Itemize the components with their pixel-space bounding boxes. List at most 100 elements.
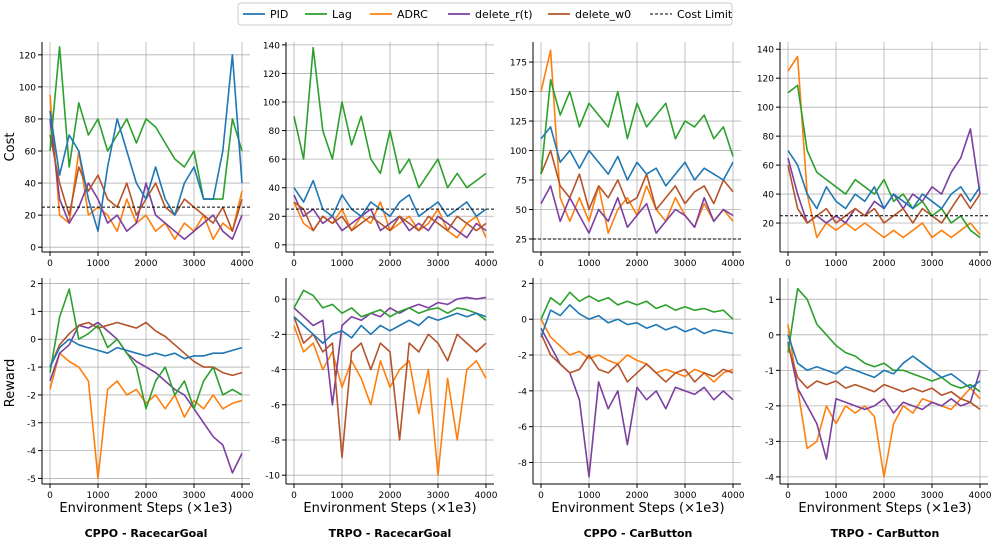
series-line-lag [540, 79, 734, 175]
x-tick-label: 3000 [183, 491, 206, 501]
y-tick-label: -1 [765, 367, 774, 377]
x-tick-label: 1000 [331, 259, 354, 269]
x-tick-label: 4000 [231, 259, 254, 269]
y-tick-label: -4 [765, 473, 774, 483]
x-tick-label: 3000 [921, 491, 944, 501]
panel-cost-4: 20 40 60 80 100 120 140 0 1000 2000 3000 4000 [757, 42, 992, 269]
y-tick-label: 80 [269, 127, 281, 137]
legend-entry-2: ADRC [370, 8, 428, 21]
y-tick-label: 100 [757, 104, 774, 114]
series-line-pid [49, 338, 243, 368]
legend-entry-3: delete_r(t) [448, 8, 533, 21]
y-tick-label: 150 [510, 88, 527, 98]
y-tick-label: 2 [30, 280, 36, 290]
y-tick-label: 140 [757, 46, 774, 56]
legend-entry-1: Lag [305, 8, 352, 21]
column-title-3: CPPO - CarButton [584, 527, 693, 540]
y-tick-label: 40 [269, 184, 281, 194]
series-line-lag [787, 84, 981, 239]
x-tick-label: 0 [47, 259, 53, 269]
x-tick-label: 1000 [825, 491, 848, 501]
series-line-pid [293, 312, 487, 344]
x-tick-label: 3000 [674, 259, 697, 269]
series-line-delete-w0 [540, 333, 734, 383]
y-tick-label: 25 [516, 236, 527, 246]
x-axis-label-4: Environment Steps (×1e3) [798, 501, 971, 516]
x-tick-label: 0 [785, 259, 791, 269]
y-tick-label: -3 [27, 419, 36, 429]
legend: PID Lag ADRC delete_r(t) delete_w0 Cost Limit [237, 2, 733, 26]
row-label-reward: Reward [3, 359, 18, 407]
y-tick-label: 20 [763, 220, 775, 230]
x-tick-label: 2000 [379, 491, 402, 501]
y-tick-label: -8 [518, 459, 527, 469]
y-tick-label: 50 [516, 206, 528, 216]
x-tick-label: 4000 [969, 491, 992, 501]
x-tick-label: 4000 [722, 259, 745, 269]
x-tick-label: 4000 [475, 491, 498, 501]
series-line-delete-w0 [540, 149, 734, 211]
legend-entry-0: PID [243, 8, 288, 21]
panel-cost-2: 0 20 40 60 80 100 120 140 0 1000 2000 3000 4000 [263, 41, 498, 269]
series-line-delete-w0 [787, 164, 981, 224]
x-tick-label: 2000 [135, 491, 158, 501]
y-tick-label: -2 [271, 331, 280, 341]
x-tick-label: 4000 [969, 259, 992, 269]
series-line-delete-w0 [49, 321, 243, 377]
x-tick-label: 2000 [873, 491, 896, 501]
x-tick-label: 1000 [578, 259, 601, 269]
y-tick-label: 80 [25, 115, 37, 125]
y-tick-label: 100 [19, 83, 36, 93]
panel-reward-2: -10 -8 -6 -4 -2 0 0 1000 2000 3000 4000 [265, 278, 498, 501]
x-tick-label: 1000 [87, 259, 110, 269]
y-tick-label: 40 [25, 180, 37, 190]
x-tick-label: 3000 [427, 259, 450, 269]
x-axis-label-2: Environment Steps (×1e3) [303, 501, 476, 516]
legend-label: PID [270, 8, 288, 21]
y-tick-label: 40 [763, 191, 775, 201]
series-line-adrc [540, 318, 734, 383]
x-tick-label: 0 [538, 491, 544, 501]
x-tick-label: 2000 [626, 259, 649, 269]
series-line-delete-r-t- [787, 341, 981, 460]
series-line-delete-w0 [293, 316, 487, 459]
x-tick-label: 0 [538, 259, 544, 269]
legend-label: Lag [332, 8, 352, 21]
x-tick-label: 2000 [626, 491, 649, 501]
y-tick-label: -4 [271, 366, 280, 376]
series-line-delete-r-t- [49, 321, 243, 474]
series-line-pid [540, 304, 734, 338]
x-axis-label-3: Environment Steps (×1e3) [551, 501, 724, 516]
x-tick-label: 1000 [331, 491, 354, 501]
y-tick-label: 75 [516, 177, 527, 187]
x-tick-label: 0 [291, 259, 297, 269]
series-line-delete-r-t- [293, 194, 487, 239]
x-tick-label: 2000 [379, 259, 402, 269]
y-tick-label: 0 [521, 316, 527, 326]
row-label-cost: Cost [3, 133, 18, 162]
y-tick-label: -10 [265, 472, 280, 482]
x-tick-label: 3000 [427, 491, 450, 501]
legend-label: Cost Limit [677, 8, 733, 21]
y-tick-label: -1 [27, 364, 36, 374]
x-tick-label: 3000 [183, 259, 206, 269]
x-axis-label-1: Environment Steps (×1e3) [59, 501, 232, 516]
column-title-4: TRPO - CarButton [831, 527, 940, 540]
series-line-adrc [49, 94, 243, 240]
y-tick-label: 20 [269, 213, 281, 223]
y-tick-label: -5 [27, 475, 36, 485]
y-tick-label: 0 [768, 331, 774, 341]
y-tick-label: 1 [30, 308, 36, 318]
series-line-adrc [293, 325, 487, 476]
y-tick-label: 120 [263, 70, 280, 80]
y-tick-label: -6 [518, 423, 527, 433]
y-tick-label: 100 [510, 147, 527, 157]
x-tick-label: 1000 [825, 259, 848, 269]
y-tick-label: 0 [274, 241, 280, 251]
series-line-pid [49, 54, 243, 232]
y-tick-label: 120 [757, 75, 774, 85]
series-line-lag [787, 287, 981, 393]
x-tick-label: 0 [47, 491, 53, 501]
series-line-delete-r-t- [540, 185, 734, 234]
